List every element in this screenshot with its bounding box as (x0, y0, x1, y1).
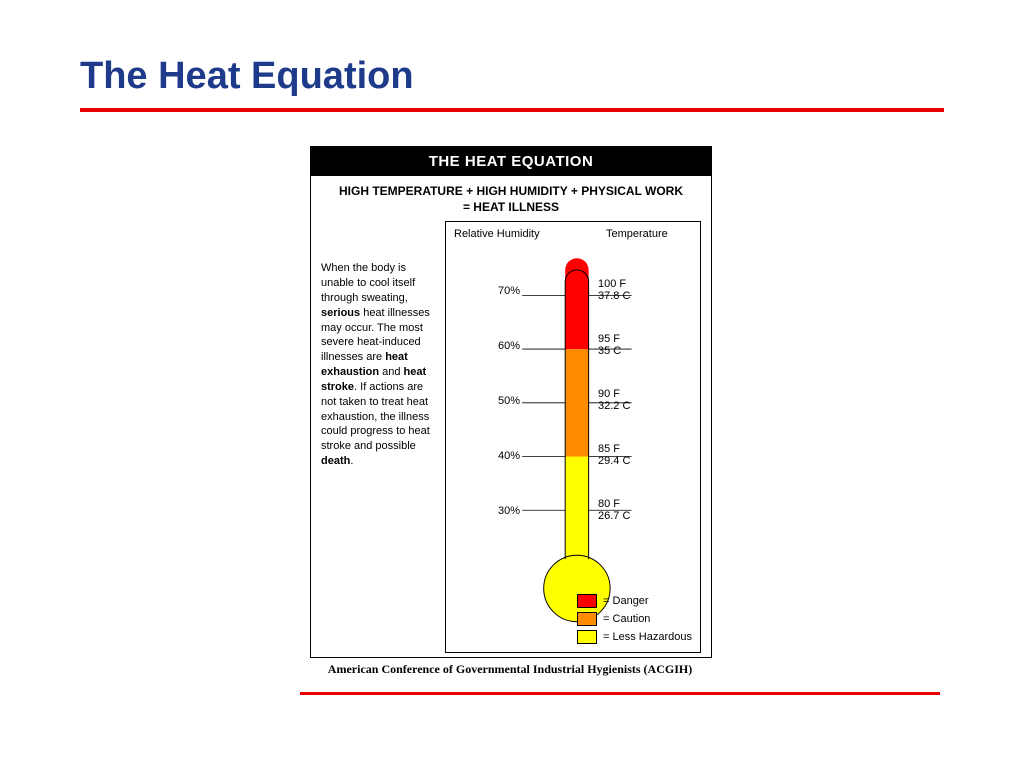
temperature-tick: 80 F26.7 C (598, 498, 630, 522)
panel-subhead: HIGH TEMPERATURE + HIGH HUMIDITY + PHYSI… (311, 176, 711, 221)
divider-bottom (300, 692, 940, 695)
caption: American Conference of Governmental Indu… (310, 662, 710, 677)
subhead-line2: = HEAT ILLNESS (463, 200, 559, 214)
slide-title: The Heat Equation (80, 55, 414, 98)
temperature-tick: 90 F32.2 C (598, 388, 630, 412)
temperature-tick: 85 F29.4 C (598, 443, 630, 467)
heat-equation-panel: THE HEAT EQUATION HIGH TEMPERATURE + HIG… (310, 146, 712, 658)
legend-swatch (577, 630, 597, 644)
temperature-tick: 95 F35 C (598, 333, 621, 357)
body-text: When the body is unable to cool itself t… (321, 221, 445, 653)
legend-label: = Danger (603, 595, 649, 607)
legend: = Danger = Caution = Less Hazardous (577, 590, 692, 644)
legend-swatch (577, 612, 597, 626)
subhead-line1: HIGH TEMPERATURE + HIGH HUMIDITY + PHYSI… (339, 184, 683, 198)
legend-label: = Caution (603, 613, 650, 625)
humidity-tick: 30% (486, 505, 520, 517)
legend-label: = Less Hazardous (603, 631, 692, 643)
humidity-tick: 60% (486, 340, 520, 352)
humidity-tick: 40% (486, 450, 520, 462)
thermometer-box: Relative Humidity Temperature 70%100 F37… (445, 221, 701, 653)
divider-top (80, 108, 944, 112)
thermometer-icon (446, 222, 700, 652)
temperature-tick: 100 F37.8 C (598, 278, 630, 302)
panel-header: THE HEAT EQUATION (311, 147, 711, 176)
legend-row: = Caution (577, 612, 692, 626)
legend-row: = Less Hazardous (577, 630, 692, 644)
humidity-tick: 50% (486, 395, 520, 407)
legend-row: = Danger (577, 594, 692, 608)
humidity-tick: 70% (486, 285, 520, 297)
legend-swatch (577, 594, 597, 608)
